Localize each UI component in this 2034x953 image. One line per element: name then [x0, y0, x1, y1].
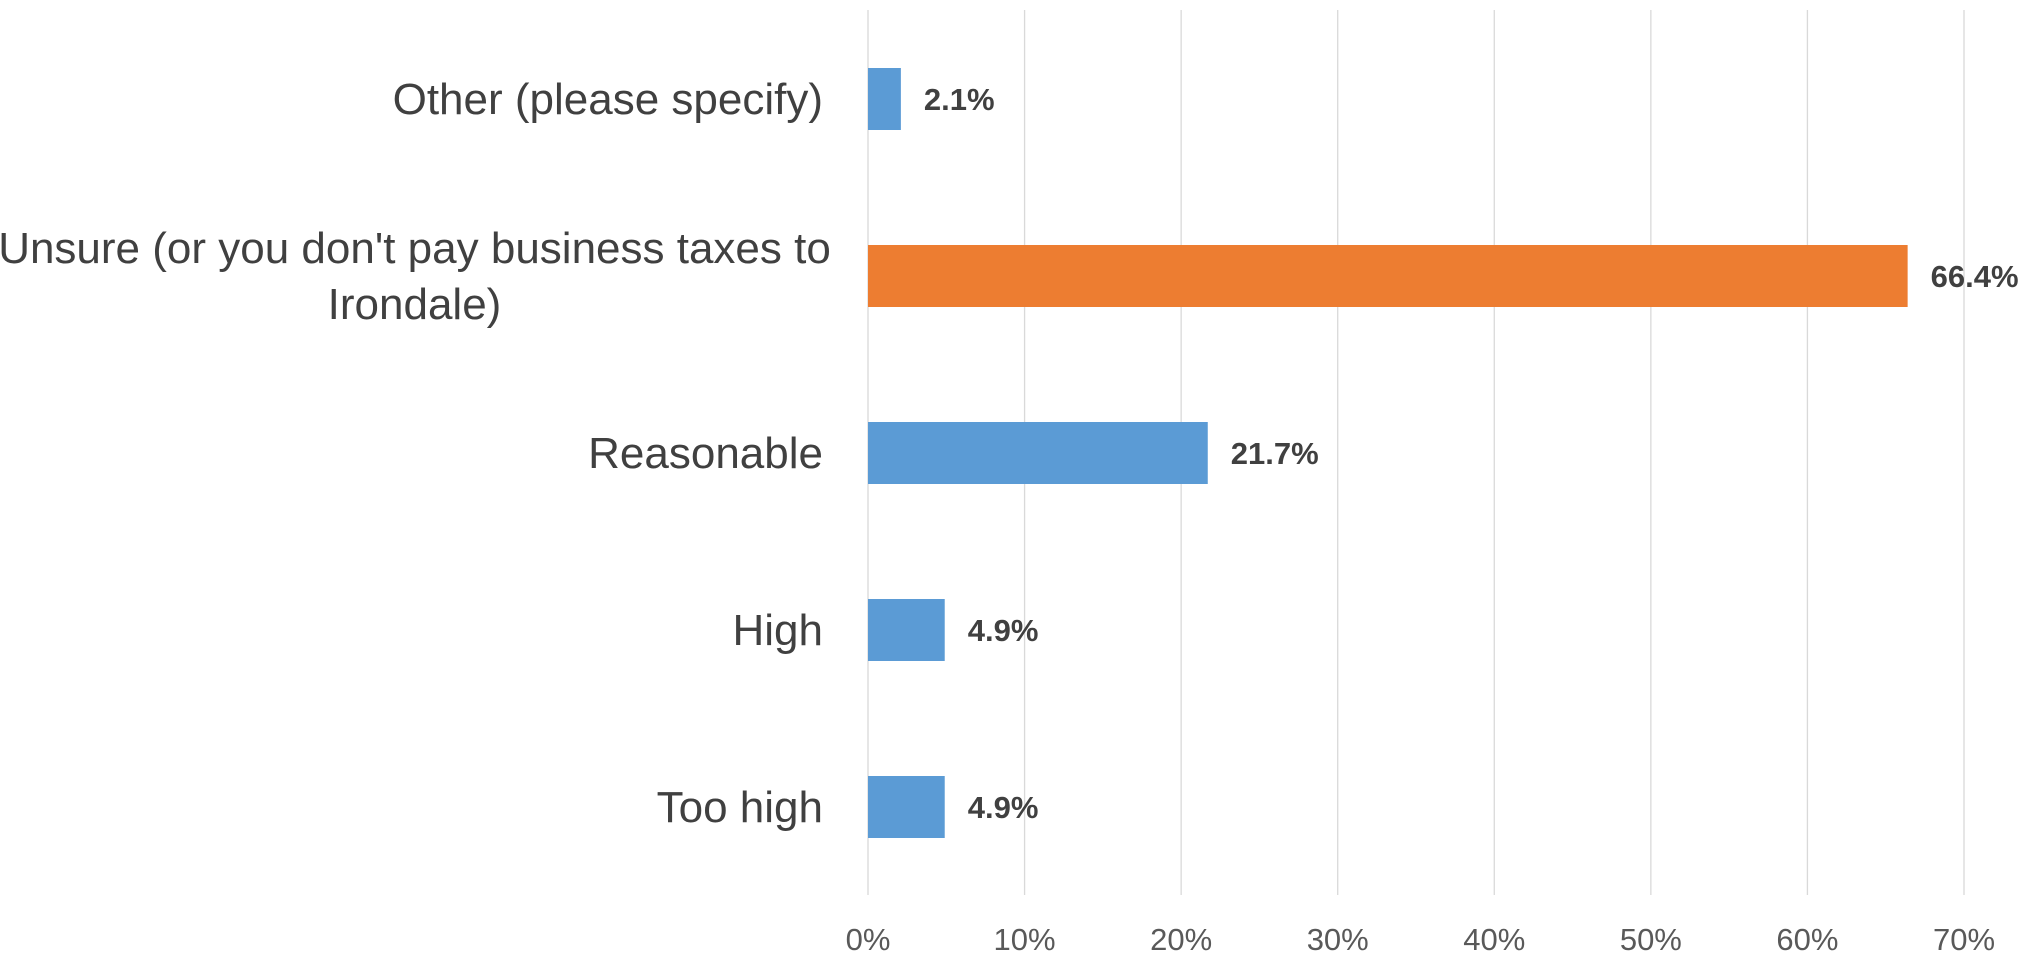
- x-tick-label: 10%: [994, 922, 1056, 953]
- bar: [868, 422, 1208, 484]
- category-label-line: Irondale): [328, 280, 502, 329]
- x-tick-label: 70%: [1933, 922, 1995, 953]
- category-label: High: [733, 606, 824, 655]
- category-label: Other (please specify): [393, 75, 823, 124]
- x-axis-tick-labels: 0% 10% 20% 30% 40% 50% 60% 70%: [846, 922, 1995, 953]
- category-label-line: Too high: [657, 783, 823, 832]
- category-label-line: Other (please specify): [393, 75, 823, 124]
- data-label: 2.1%: [924, 82, 995, 117]
- data-label: 4.9%: [968, 613, 1039, 648]
- category-label: Unsure (or you don't pay business taxes …: [0, 224, 831, 329]
- bar: [868, 68, 901, 130]
- category-label-line: High: [733, 606, 824, 655]
- category-label-line: Unsure (or you don't pay business taxes …: [0, 224, 831, 273]
- x-tick-label: 30%: [1307, 922, 1369, 953]
- bar: [868, 245, 1908, 307]
- bar: [868, 599, 945, 661]
- data-label: 4.9%: [968, 790, 1039, 825]
- x-tick-label: 20%: [1150, 922, 1212, 953]
- data-labels: 2.1% 66.4% 21.7% 4.9% 4.9%: [924, 82, 2019, 825]
- bar: [868, 776, 945, 838]
- x-tick-label: 50%: [1620, 922, 1682, 953]
- x-tick-label: 60%: [1776, 922, 1838, 953]
- category-labels: Other (please specify) Unsure (or you don…: [0, 75, 831, 832]
- data-label: 21.7%: [1231, 436, 1319, 471]
- data-label: 66.4%: [1931, 259, 2019, 294]
- category-label: Reasonable: [588, 429, 823, 478]
- x-tick-label: 0%: [846, 922, 891, 953]
- bars: [868, 68, 1908, 838]
- category-label-line: Reasonable: [588, 429, 823, 478]
- x-tick-label: 40%: [1463, 922, 1525, 953]
- category-label: Too high: [657, 783, 823, 832]
